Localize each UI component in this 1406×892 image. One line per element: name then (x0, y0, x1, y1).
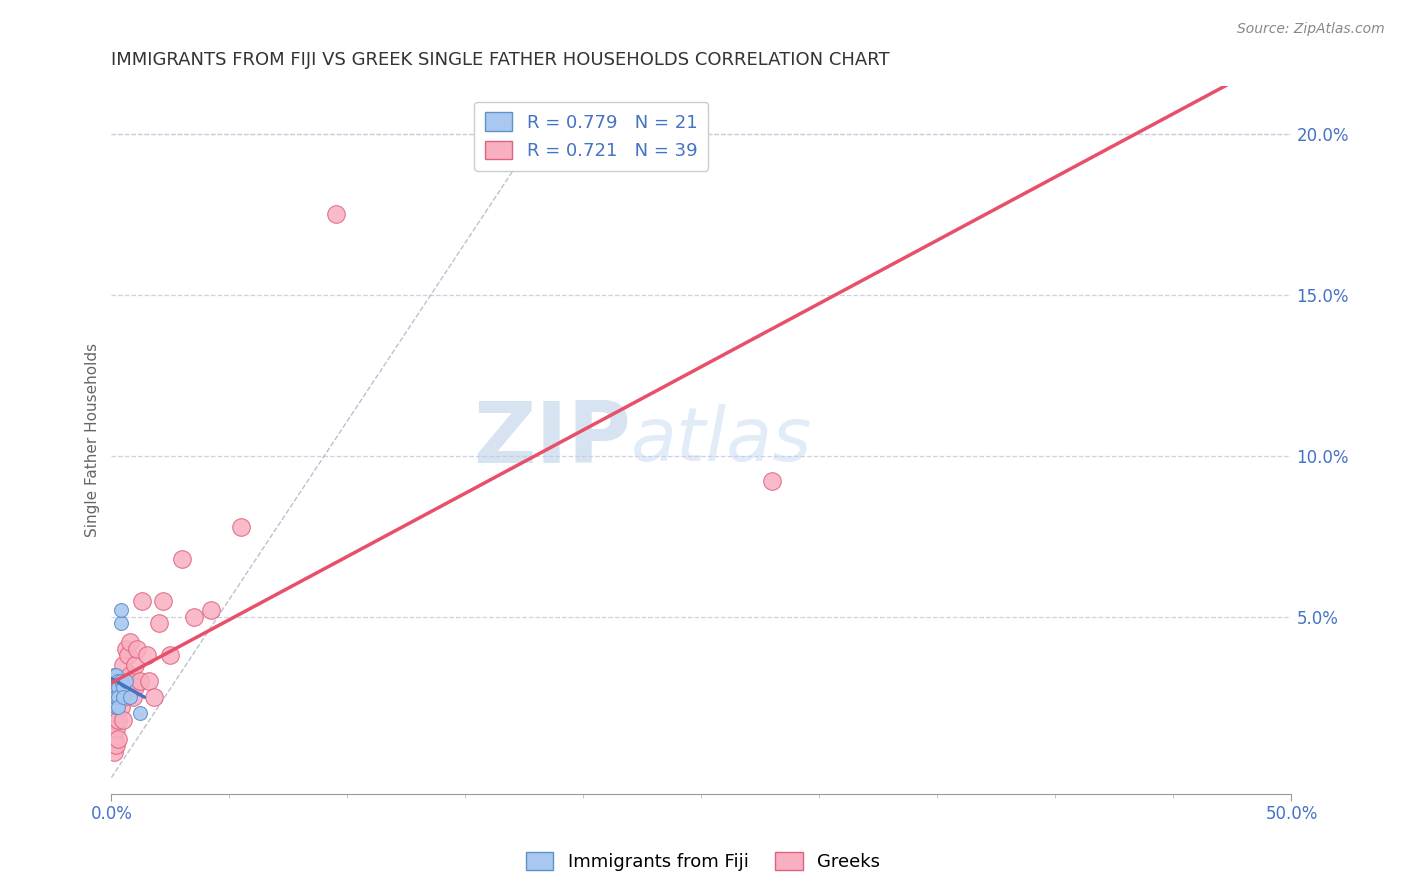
Point (138, 673, 160, 688)
Point (112, 690, 135, 705)
Point (103, 713, 125, 727)
Point (103, 731, 125, 746)
Point (107, 690, 129, 705)
Point (121, 690, 143, 705)
Point (152, 593, 174, 607)
Point (110, 603, 132, 617)
Point (128, 673, 150, 688)
Point (107, 681, 129, 695)
Point (105, 739, 128, 753)
Point (128, 706, 150, 721)
Point (110, 616, 132, 631)
Point (114, 673, 136, 688)
Point (120, 690, 142, 705)
Point (200, 603, 222, 617)
Point (105, 681, 128, 695)
Legend: R = 0.779   N = 21, R = 0.721   N = 39: R = 0.779 N = 21, R = 0.721 N = 39 (474, 102, 709, 171)
Point (131, 593, 153, 607)
Point (120, 635, 142, 649)
Point (142, 690, 165, 705)
Point (114, 641, 136, 656)
Point (103, 681, 125, 695)
Point (159, 648, 181, 663)
Point (120, 667, 142, 681)
Point (135, 648, 157, 663)
Point (117, 681, 139, 695)
Point (112, 690, 135, 705)
Point (124, 657, 146, 672)
Point (127, 641, 149, 656)
Point (110, 699, 132, 714)
Point (103, 699, 125, 714)
Text: ZIP: ZIP (472, 398, 631, 481)
Point (172, 551, 194, 566)
Point (103, 745, 125, 759)
Point (105, 699, 128, 714)
Point (110, 673, 132, 688)
Point (231, 519, 253, 533)
Point (110, 673, 132, 688)
Point (761, 475, 783, 489)
Point (105, 667, 128, 681)
Point (105, 673, 128, 688)
Point (107, 713, 129, 727)
Point (112, 657, 135, 672)
Point (183, 609, 205, 624)
Point (107, 731, 129, 746)
Point (117, 648, 139, 663)
Point (105, 706, 128, 721)
Point (107, 699, 129, 714)
Point (105, 690, 128, 705)
Point (103, 667, 125, 681)
Text: Source: ZipAtlas.com: Source: ZipAtlas.com (1237, 22, 1385, 37)
Point (107, 673, 129, 688)
Point (103, 690, 125, 705)
Legend: Immigrants from Fiji, Greeks: Immigrants from Fiji, Greeks (519, 845, 887, 879)
Point (325, 207, 347, 221)
Point (124, 681, 146, 695)
Point (148, 616, 170, 631)
Y-axis label: Single Father Households: Single Father Households (86, 343, 100, 537)
Text: IMMIGRANTS FROM FIJI VS GREEK SINGLE FATHER HOUSEHOLDS CORRELATION CHART: IMMIGRANTS FROM FIJI VS GREEK SINGLE FAT… (111, 51, 890, 69)
Point (105, 723, 128, 737)
Point (112, 713, 135, 727)
Point (107, 690, 129, 705)
Text: atlas: atlas (631, 403, 813, 475)
Point (114, 673, 136, 688)
Point (112, 681, 135, 695)
Point (103, 673, 125, 688)
